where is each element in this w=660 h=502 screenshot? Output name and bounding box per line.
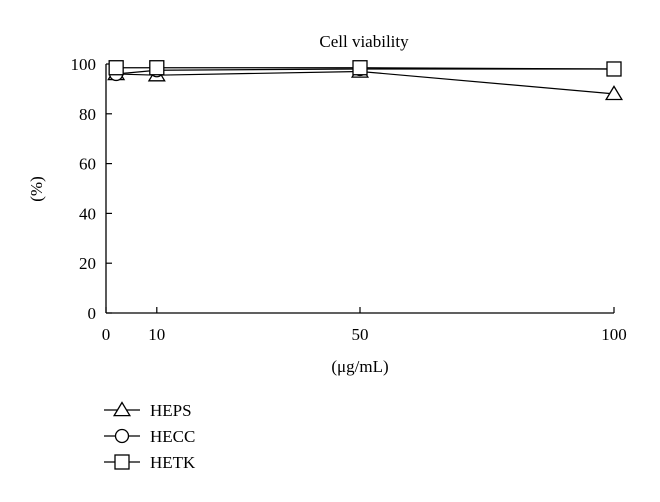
- legend-item-heps: HEPS: [104, 401, 192, 420]
- legend-triangle-icon: [112, 401, 132, 417]
- legend-label: HECC: [150, 427, 195, 446]
- y-tick-label: 40: [79, 204, 96, 223]
- series-group: [107, 60, 624, 101]
- x-tick-label: 10: [148, 325, 165, 344]
- legend-item-hecc: HECC: [104, 427, 195, 446]
- legend: HEPS HECC HETK: [104, 401, 196, 472]
- x-axis-label: (μg/mL): [331, 357, 388, 376]
- y-tick-label: 0: [88, 304, 97, 323]
- chart-title: Cell viability: [319, 32, 409, 51]
- y-tick-label: 100: [71, 55, 97, 74]
- x-tick-label: 50: [352, 325, 369, 344]
- x-ticks: 0 10 50 100: [102, 307, 627, 344]
- triangle-point: [604, 85, 624, 101]
- series-line: [116, 67, 615, 70]
- legend-label: HEPS: [150, 401, 192, 420]
- square-point: [149, 60, 165, 76]
- x-tick-label: 100: [601, 325, 627, 344]
- legend-circle-icon: [114, 428, 130, 444]
- square-point: [606, 61, 622, 77]
- series-line: [116, 68, 614, 75]
- x-tick-label: 0: [102, 325, 111, 344]
- series-line: [116, 70, 615, 95]
- axes: [105, 64, 614, 314]
- y-tick-label: 20: [79, 254, 96, 273]
- square-point: [108, 60, 124, 76]
- y-tick-label: 80: [79, 105, 96, 124]
- legend-square-icon: [114, 454, 130, 470]
- y-axis-label: (%): [27, 176, 46, 201]
- series-hetk: [108, 60, 622, 77]
- y-tick-label: 60: [79, 155, 96, 174]
- y-ticks: 0 20 40 60 80 100: [71, 55, 112, 323]
- legend-item-hetk: HETK: [104, 453, 196, 472]
- legend-label: HETK: [150, 453, 196, 472]
- square-point: [352, 60, 368, 76]
